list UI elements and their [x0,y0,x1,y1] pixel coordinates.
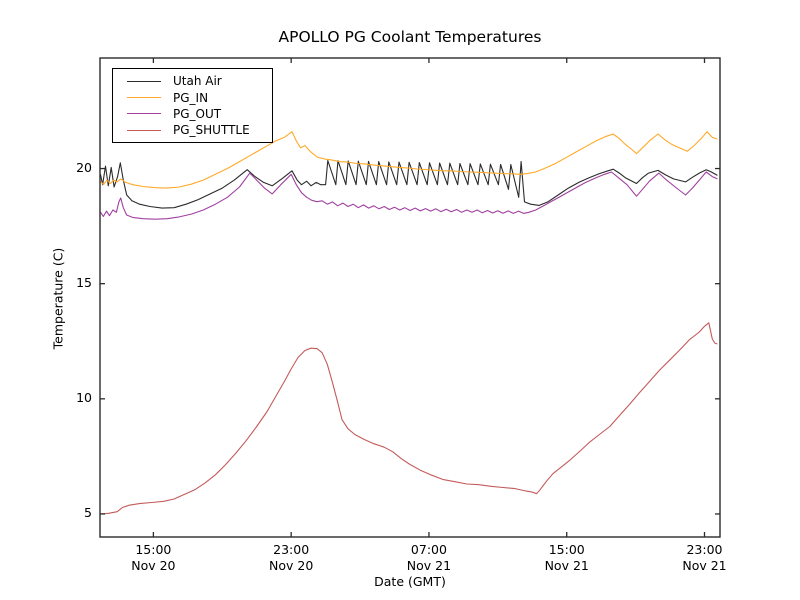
series-line-pg-in [100,131,718,189]
x-tick-label: 23:00 Nov 21 [682,542,727,573]
legend-row-utah-air: Utah Air [113,73,272,89]
legend-label-pg-shuttle: PG_SHUTTLE [173,123,250,138]
utah-air-line-sample [127,80,161,82]
series-line-pg-out [100,171,718,220]
y-tick-label: 15 [76,275,92,291]
chart-title: APOLLO PG Coolant Temperatures [278,28,542,46]
x-tick-label: 15:00 Nov 21 [544,542,589,573]
pg-out-line-sample [127,113,161,115]
y-axis-label: Temperature (C) [50,247,66,350]
legend-row-pg-shuttle: PG_SHUTTLE [113,122,272,138]
y-tick-label: 5 [84,505,92,521]
y-tick-label: 20 [76,160,92,176]
series-line-pg-shuttle [100,322,718,515]
y-tick-label: 10 [76,390,92,406]
legend-label-pg-in: PG_IN [173,90,209,105]
legend-label-pg-out: PG_OUT [173,106,222,121]
series-line-utah-air [99,159,718,209]
x-axis-label: Date (GMT) [374,574,446,589]
legend: Utah Air PG_IN PG_OUT PG_SHUTTLE [112,68,273,143]
x-tick-label: 23:00 Nov 20 [269,542,314,573]
x-tick-label: 15:00 Nov 20 [131,542,176,573]
legend-label-utah-air: Utah Air [173,74,222,89]
axes-frame [99,57,721,538]
pg-in-line-sample [127,97,161,99]
legend-row-pg-in: PG_IN [113,89,272,105]
x-tick-label: 07:00 Nov 21 [406,542,452,573]
legend-row-pg-out: PG_OUT [113,106,272,122]
pg-shuttle-line-sample [127,129,161,131]
